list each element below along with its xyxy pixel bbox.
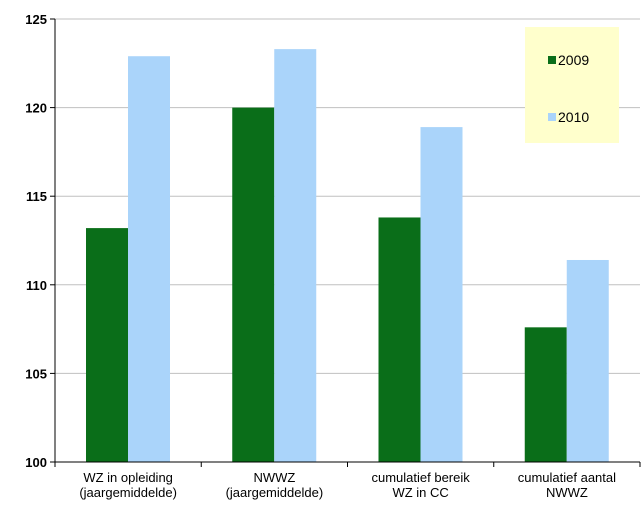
category-label-line: NWWZ bbox=[253, 470, 295, 485]
bars bbox=[86, 49, 609, 463]
x-axis-ticks: WZ in opleiding (jaargemiddelde)NWWZ (jaar… bbox=[54, 462, 641, 500]
bar-2009-4 bbox=[524, 327, 567, 462]
y-tick-label: 105 bbox=[25, 366, 47, 381]
bar-2009-1 bbox=[86, 228, 128, 462]
legend: 2009 2010 bbox=[525, 27, 619, 143]
category-label-line: WZ in opleiding bbox=[83, 470, 173, 485]
bar-2010-2 bbox=[274, 49, 317, 463]
category-label-line: (jaargemiddelde) bbox=[79, 485, 177, 500]
y-tick-label: 120 bbox=[25, 101, 47, 116]
category-label-line: (jaargemiddelde) bbox=[226, 485, 324, 500]
y-axis-ticks: 100 105 110 115 120 125 bbox=[25, 12, 55, 470]
legend-label-2009: 2009 bbox=[558, 52, 589, 68]
bar-2009-2 bbox=[232, 107, 275, 462]
legend-swatch-2010 bbox=[548, 113, 556, 121]
legend-swatch-2009 bbox=[548, 56, 556, 64]
bar-2010-3 bbox=[420, 127, 463, 462]
category-label-4: cumulatief aantal NWWZ bbox=[518, 470, 616, 500]
y-tick-label: 100 bbox=[25, 455, 47, 470]
legend-label-2010: 2010 bbox=[558, 109, 589, 125]
category-label-2: NWWZ (jaargemiddelde) bbox=[226, 470, 324, 500]
category-label-3: cumulatief bereik WZ in CC bbox=[371, 470, 470, 500]
category-label-1: WZ in opleiding (jaargemiddelde) bbox=[79, 470, 177, 500]
bar-2010-1 bbox=[128, 56, 170, 462]
category-label-line: NWWZ bbox=[546, 485, 588, 500]
y-tick-label: 110 bbox=[26, 278, 47, 293]
category-label-line: cumulatief aantal bbox=[518, 470, 616, 485]
bar-2010-4 bbox=[566, 259, 609, 462]
y-tick-label: 125 bbox=[25, 12, 47, 27]
bar-2009-3 bbox=[378, 217, 421, 462]
legend-box bbox=[525, 27, 619, 143]
category-label-line: cumulatief bereik bbox=[371, 470, 470, 485]
category-label-line: WZ in CC bbox=[392, 485, 448, 500]
y-tick-label: 115 bbox=[26, 189, 47, 204]
